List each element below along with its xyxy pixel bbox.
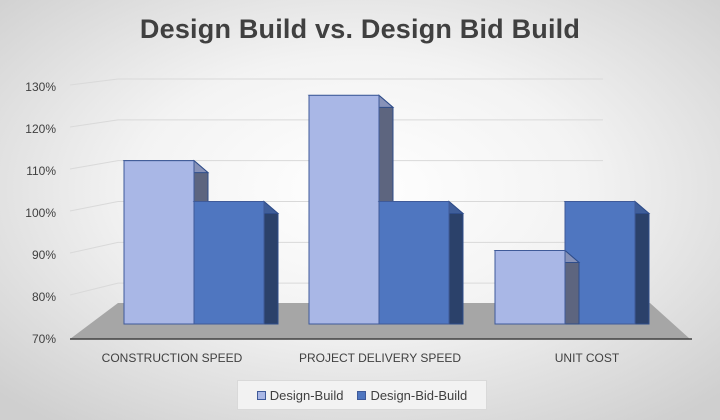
gridline [69, 78, 119, 86]
legend-label: Design-Bid-Build [370, 387, 468, 403]
bar-design-bid-build-side [448, 200, 464, 325]
gridline [69, 282, 119, 296]
bar-design-bid-build [193, 201, 265, 325]
y-tick-label: 90% [32, 248, 56, 262]
legend-item-design-build: Design-Build [256, 387, 344, 403]
x-tick-label: PROJECT DELIVERY SPEED [299, 351, 461, 365]
y-tick-label: 80% [32, 290, 56, 304]
gridline [69, 241, 119, 254]
chart-title: Design Build vs. Design Bid Build [139, 14, 581, 44]
bar-design-bid-build-side [634, 200, 650, 325]
y-tick-label: 70% [32, 332, 56, 346]
legend-swatch [357, 390, 367, 400]
bar-design-build [494, 250, 566, 325]
x-tick-label: UNIT COST [555, 351, 620, 365]
bar-design-bid-build-side [263, 200, 279, 325]
y-tick-label: 120% [25, 122, 56, 136]
gridline [69, 201, 119, 212]
y-tick-label: 100% [25, 206, 56, 220]
legend-label: Design-Build [269, 387, 344, 403]
legend-item-design-bid-build: Design-Bid-Build [357, 388, 467, 403]
y-tick-label: 130% [25, 80, 56, 94]
gridline [69, 119, 119, 128]
gridline [69, 160, 119, 170]
legend-swatch [256, 390, 266, 400]
bar-design-build [123, 160, 195, 325]
legend: Design-Build Design-Bid-Build [237, 380, 487, 410]
x-axis-ticks: CONSTRUCTION SPEED PROJECT DELIVERY SPEED… [102, 351, 620, 365]
bar-design-bid-build [378, 201, 450, 325]
bar-design-build [308, 94, 380, 325]
y-axis-ticks: 70% 80% 90% 100% 110% 120% 130% [25, 80, 56, 346]
x-tick-label: CONSTRUCTION SPEED [102, 351, 243, 365]
bars [122, 94, 651, 325]
y-tick-label: 110% [26, 164, 56, 178]
